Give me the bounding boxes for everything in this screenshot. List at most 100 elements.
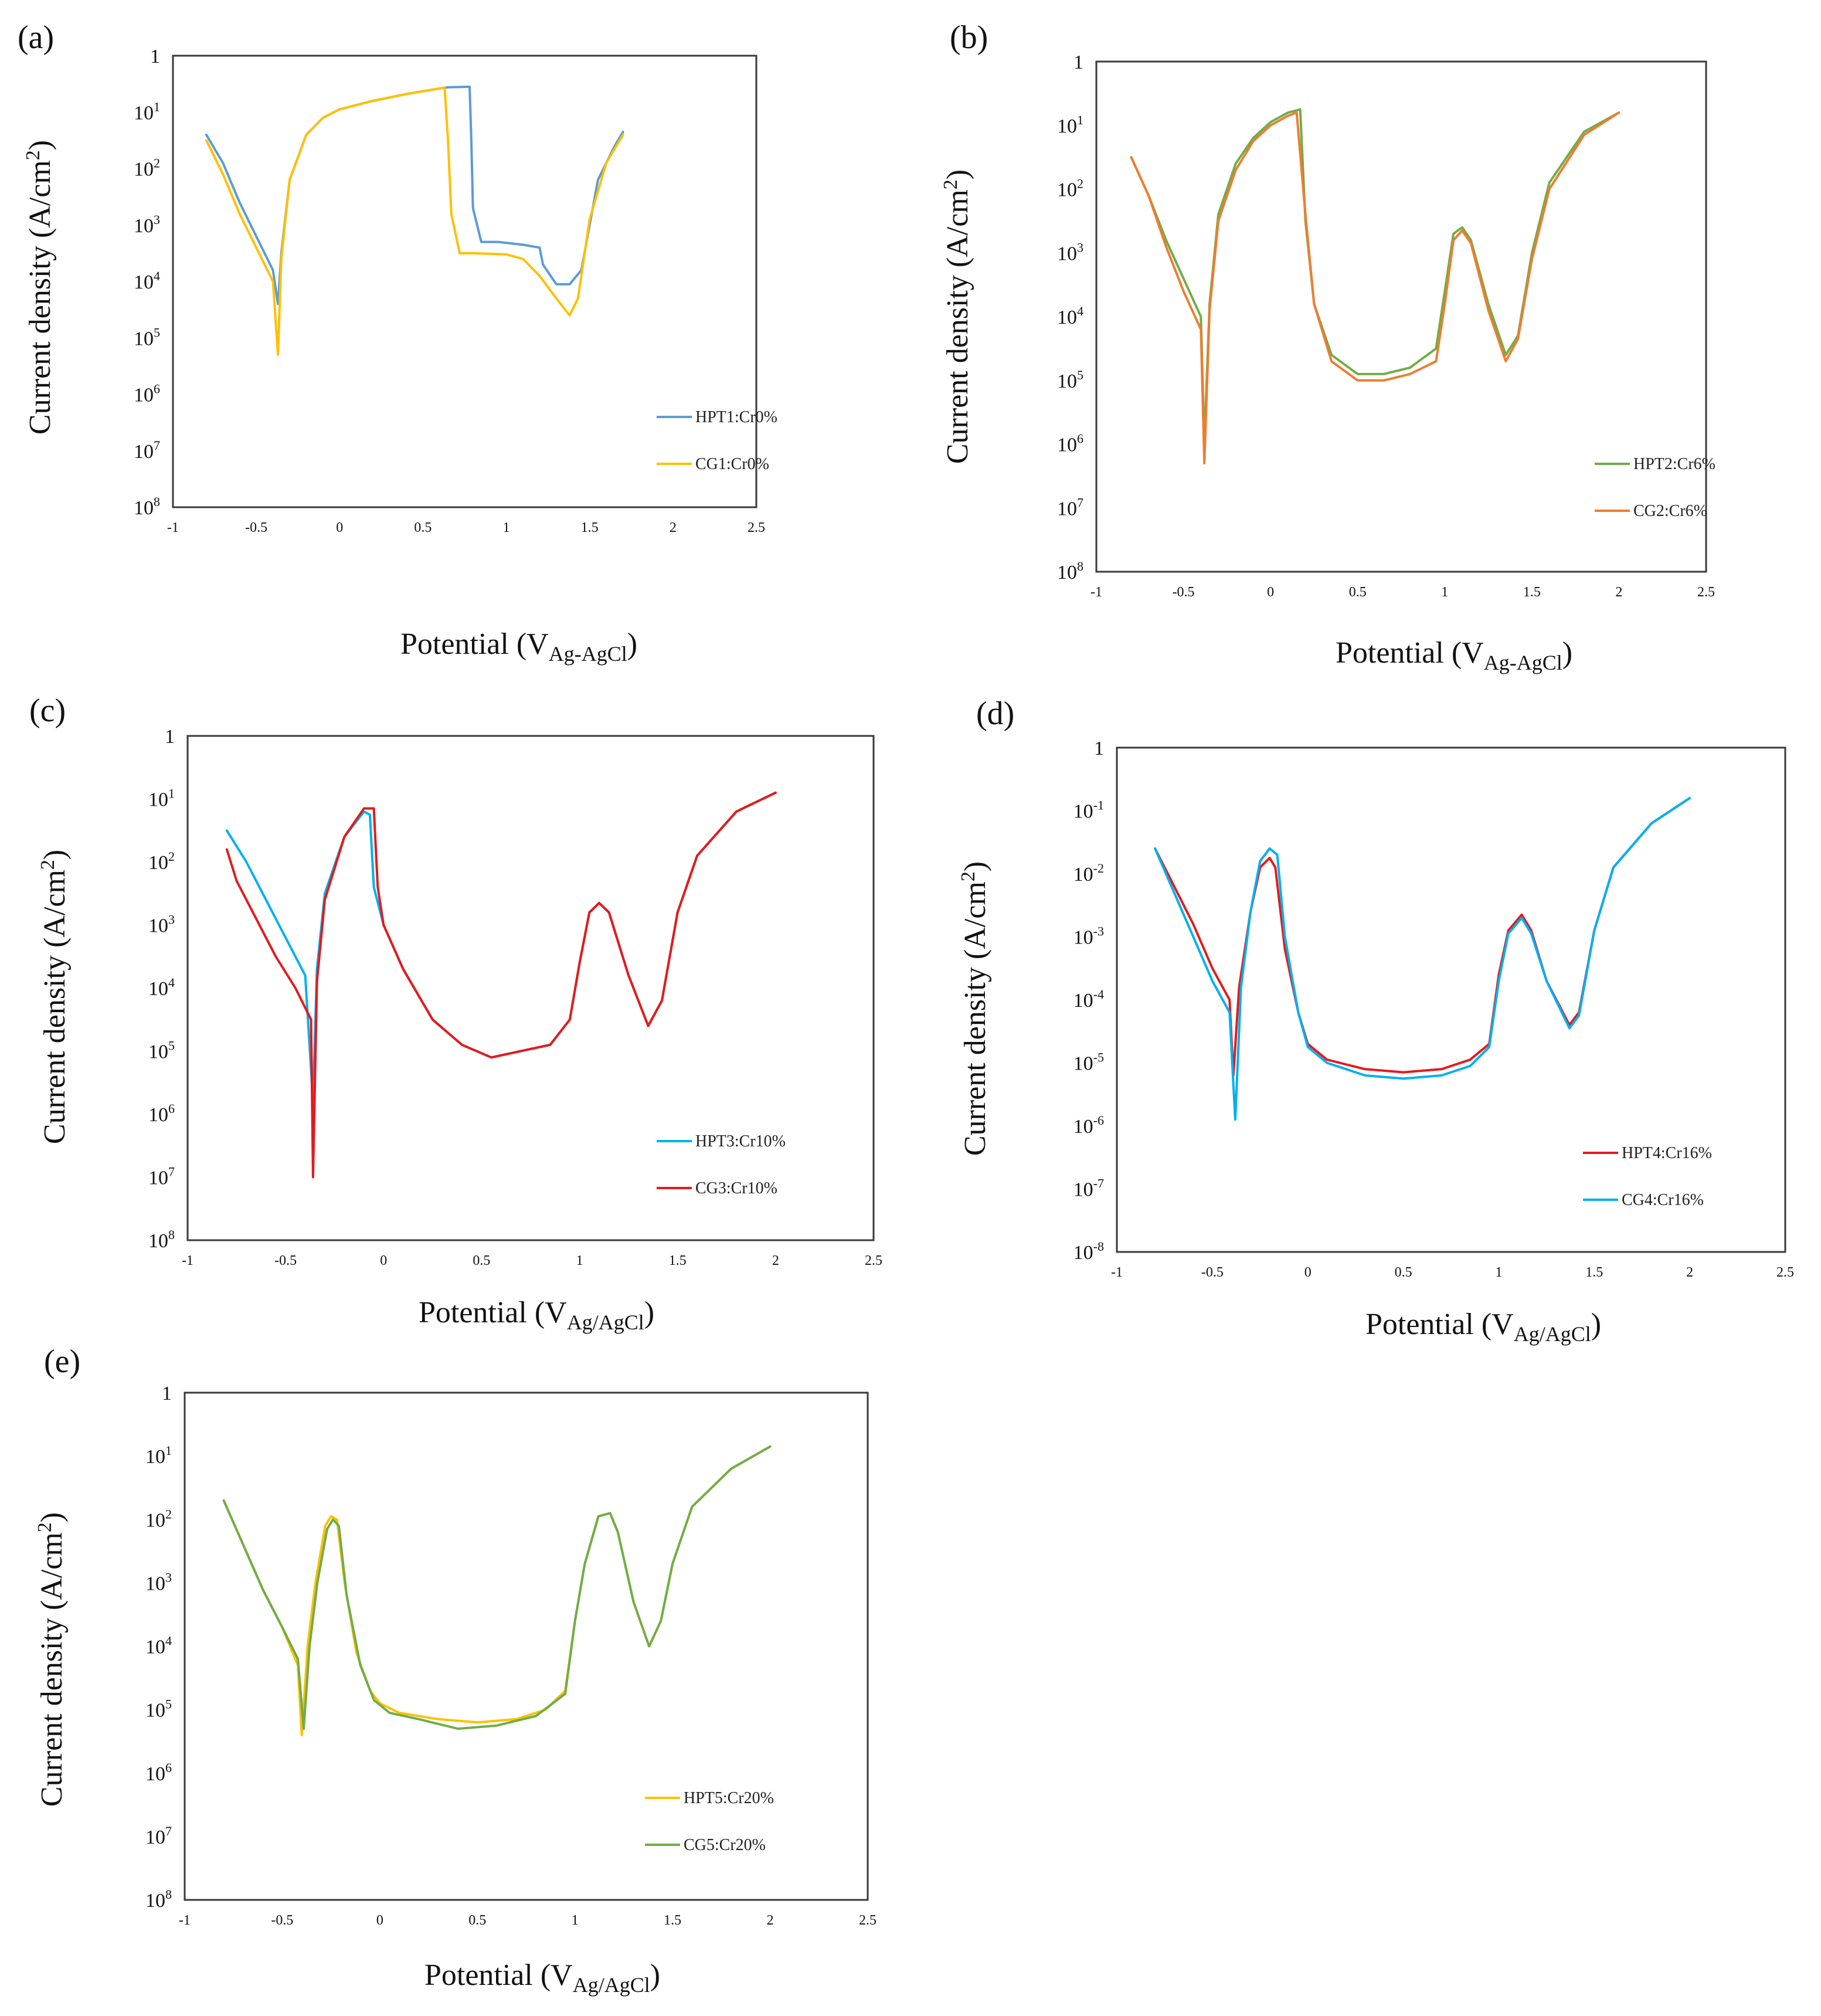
x-tick-label: 1.5 [1585,1265,1603,1280]
y-axis-label: Current density (A/cm2) [37,850,72,1144]
y-tick-label: 103 [148,912,175,937]
y-tick-label: 104 [148,975,175,1000]
x-tick-label: 1 [572,1913,579,1928]
y-tick-label: 105 [148,1038,175,1063]
y-tick-label: 10-6 [1073,1113,1104,1138]
legend-label: HPT3:Cr10% [695,1132,786,1150]
panel-label: (d) [976,695,1014,732]
x-tick-label: 1.5 [581,520,599,535]
panel-label: (a) [18,19,54,56]
x-tick-label: 0 [1267,585,1274,600]
y-tick-label: 10-7 [1073,1176,1104,1201]
y-tick-label: 105 [145,1697,172,1722]
y-tick-label: 10-3 [1073,924,1104,949]
x-tick-label: 0.5 [1349,585,1367,600]
y-tick-label: 10-1 [1073,798,1104,823]
y-tick-label: 10-4 [1073,987,1104,1012]
x-tick-label: 0.5 [414,520,432,535]
y-tick-label: 107 [134,438,160,463]
x-tick-label: 2 [1615,585,1622,600]
legend-label: CG5:Cr20% [684,1836,766,1854]
x-tick-label: -0.5 [1173,585,1195,600]
y-tick-label: 108 [148,1227,175,1252]
y-tick-label: 1 [162,1383,172,1404]
x-tick-label: 0.5 [473,1253,490,1268]
x-axis-label: Potential (VAg/AgCl) [1365,1308,1601,1346]
legend-label: CG1:Cr0% [695,455,769,473]
x-tick-label: -1 [167,520,179,535]
y-tick-label: 101 [148,786,175,811]
panel-c: (c) -1 -0.5 0 0.5 1 1.5 2 2.5 1 101 102 103 104 105 106… [29,693,882,1334]
x-tick-label: -1 [179,1913,191,1928]
y-tick-label: 105 [134,325,160,349]
x-tick-label: 2 [772,1253,779,1268]
x-axis-label: Potential (VAg/AgCl) [419,1296,654,1334]
panel-label: (b) [950,19,988,56]
legend-label: CG4:Cr16% [1622,1191,1704,1209]
legend-label: HPT1:Cr0% [695,408,777,426]
panel-label: (e) [44,1343,80,1380]
y-axis-label: Current density (A/cm2) [940,169,974,464]
plot-area [184,1391,869,1901]
y-tick-label: 101 [1057,113,1083,137]
x-tick-label: 1.5 [664,1913,681,1928]
y-axis-label: Current density (A/cm2) [34,1512,69,1807]
plot-area [172,55,757,508]
x-tick-label: -0.5 [245,520,267,535]
y-tick-label: 10-8 [1073,1239,1104,1264]
y-tick-label: 108 [1057,559,1083,583]
panel-e: (e) -1 -0.5 0 0.5 1 1.5 2 2.5 1 101 102 103 104 105 106… [34,1343,876,1997]
x-tick-label: 0 [380,1253,387,1268]
y-tick-label: 103 [134,212,160,237]
x-axis-label: Potential (VAg-AgCl) [400,627,637,666]
x-tick-label: 2 [767,1913,774,1928]
y-tick-label: 1 [1073,52,1083,73]
x-tick-label: 0.5 [1395,1265,1412,1280]
y-tick-label: 103 [145,1570,172,1594]
y-tick-label: 106 [148,1101,175,1126]
legend-label: HPT5:Cr20% [684,1789,774,1807]
series-line-2 [225,791,777,1179]
y-tick-label: 106 [1057,432,1083,456]
x-tick-label: 1.5 [1523,585,1541,600]
y-tick-label: 108 [134,494,160,519]
y-tick-label: 102 [1057,177,1083,201]
y-tick-label: 10-5 [1073,1050,1104,1075]
y-tick-label: 104 [1057,304,1083,328]
x-tick-label: 1 [1495,1265,1502,1280]
series-line-2 [205,86,624,357]
y-tick-label: 104 [134,269,160,293]
panel-a: (a) -1 -0.5 0 0.5 1 1.5 2 2.5 1 101 102 103 104 105 106… [18,19,777,666]
y-tick-label: 103 [1057,240,1083,264]
x-tick-label: 0 [336,520,343,535]
x-tick-label: 2.5 [748,520,765,535]
x-tick-label: 1 [576,1253,583,1268]
y-tick-label: 1 [1094,738,1104,759]
plot-area [186,735,875,1241]
y-tick-label: 102 [145,1506,172,1531]
x-tick-label: -1 [1090,585,1102,600]
y-tick-label: 1 [150,46,160,67]
series-line-2 [1154,797,1691,1121]
x-tick-label: -1 [1111,1265,1123,1280]
x-tick-label: 2.5 [1697,585,1715,600]
x-tick-label: -0.5 [1201,1265,1224,1280]
legend-label: CG2:Cr6% [1633,502,1707,520]
x-tick-label: 0 [376,1913,383,1928]
panel-label: (c) [29,693,66,729]
y-tick-label: 101 [134,99,160,124]
series-line-2 [1130,111,1620,465]
y-tick-label: 10-2 [1073,861,1104,885]
y-tick-label: 107 [145,1824,172,1848]
y-tick-label: 102 [134,156,160,181]
y-axis-label: Current density (A/cm2) [957,861,992,1156]
panel-d: (d) -1 -0.5 0 0.5 1 1.5 2 2.5 1 10-1 10-2 10-3 10-4 10… [957,695,1794,1346]
x-tick-label: 2.5 [859,1913,876,1928]
x-tick-label: 1 [503,520,510,535]
x-axis-label: Potential (VAg/AgCl) [424,1959,660,1997]
x-axis-label: Potential (VAg-AgCl) [1336,636,1572,674]
x-tick-label: 1 [1441,585,1448,600]
y-tick-label: 107 [148,1165,175,1189]
y-tick-label: 106 [134,382,160,406]
